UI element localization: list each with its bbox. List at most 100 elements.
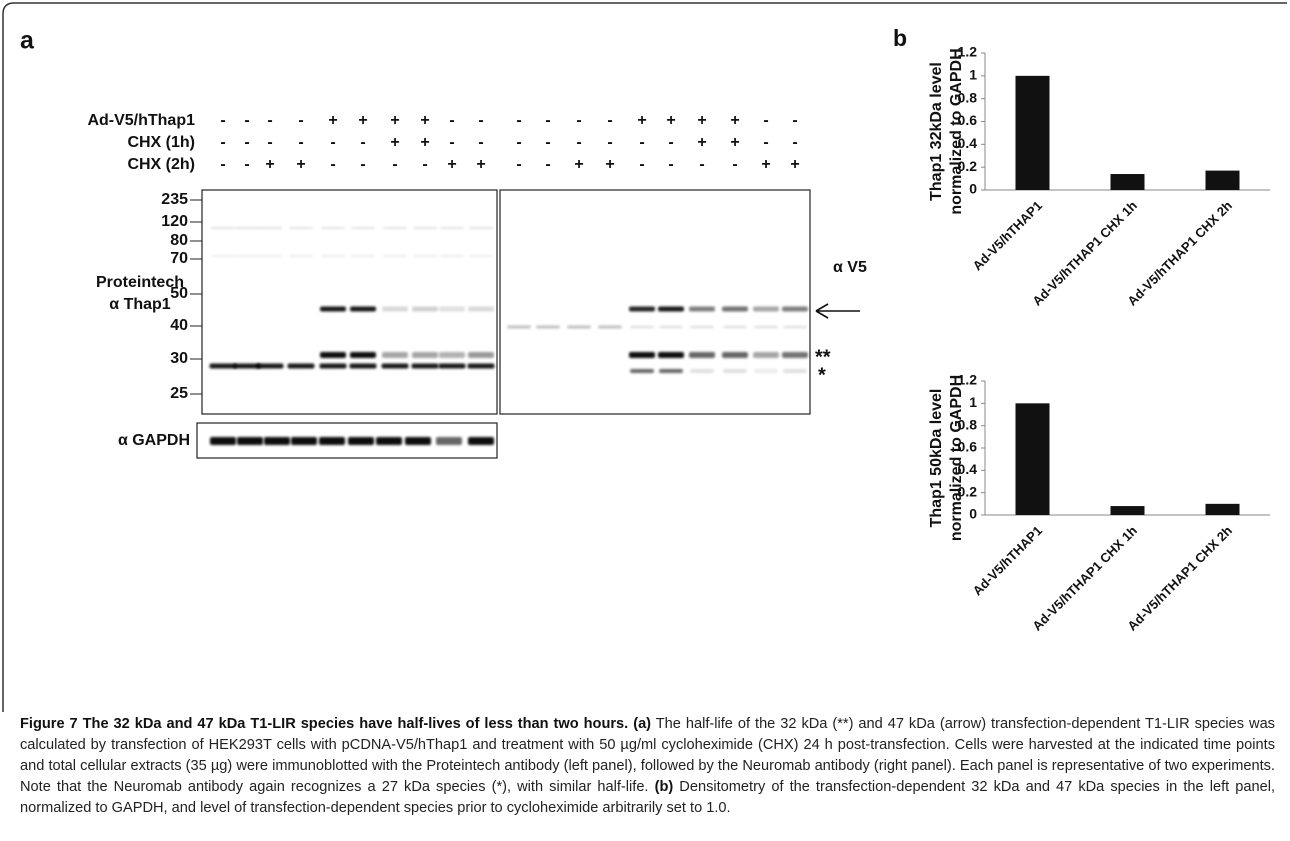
lane-sign: + [358, 112, 367, 129]
lane-sign: + [730, 134, 739, 151]
band [211, 227, 235, 229]
y-tick-label: 1.2 [958, 44, 978, 60]
band [689, 352, 715, 358]
band [405, 437, 431, 445]
band [413, 227, 437, 229]
lane-sign: - [516, 156, 521, 173]
band [235, 227, 259, 229]
lane-sign: - [763, 112, 768, 129]
band [211, 255, 235, 257]
lane-sign: - [298, 112, 303, 129]
band [439, 352, 465, 358]
lane-sign: - [422, 156, 427, 173]
lane-sign: - [267, 112, 272, 129]
lane-sign: - [516, 112, 521, 129]
band [383, 227, 407, 229]
lane-sign: - [576, 112, 581, 129]
band [383, 255, 407, 257]
lane-sign: - [360, 134, 365, 151]
marker-label: 235 [161, 191, 188, 208]
lane-sign: + [666, 112, 675, 129]
band [413, 255, 437, 257]
lane-sign: + [697, 112, 706, 129]
band [567, 326, 591, 329]
band [598, 326, 622, 329]
caption-label: (a) [633, 716, 651, 732]
bar [1111, 174, 1145, 190]
band [690, 369, 714, 373]
band [412, 307, 438, 312]
band [630, 369, 654, 373]
band [382, 307, 408, 312]
lane-sign: - [607, 134, 612, 151]
lane-sign: - [516, 134, 521, 151]
condition-label: Ad-V5/hThap1 [87, 112, 195, 129]
band [629, 307, 655, 312]
lane-sign: - [298, 134, 303, 151]
band [258, 227, 282, 229]
figure: a b Proteintech α Thap1 α V5 α GAPDH ** … [0, 0, 1290, 712]
band [289, 255, 313, 257]
x-tick-label: Ad-V5/hTHAP1 CHX 1h [1029, 198, 1140, 309]
antibody-label: α V5 [833, 259, 867, 276]
band [321, 255, 345, 257]
bar [1016, 76, 1050, 190]
band [436, 437, 462, 445]
lane-sign: + [390, 112, 399, 129]
lane-sign: + [328, 112, 337, 129]
lane-sign: + [761, 156, 770, 173]
y-axis-label: normalized to GAPDH [948, 48, 965, 214]
marker-label: 25 [170, 385, 188, 402]
lane-sign: - [639, 156, 644, 173]
lane-sign: - [576, 134, 581, 151]
x-tick-label: Ad-V5/hTHAP1 [970, 198, 1045, 273]
lane-sign: - [668, 156, 673, 173]
band [412, 352, 438, 358]
band [468, 364, 495, 369]
y-tick-label: 0.6 [958, 439, 978, 455]
band [754, 369, 778, 373]
lane-sign: - [545, 112, 550, 129]
lane-sign: + [420, 134, 429, 151]
lane-sign: - [220, 112, 225, 129]
marker-label: 80 [170, 232, 188, 249]
band [382, 352, 408, 358]
lane-sign: + [697, 134, 706, 151]
bar [1016, 403, 1050, 515]
band [507, 326, 531, 329]
bar [1206, 504, 1240, 515]
band [659, 369, 683, 373]
arrow [816, 304, 860, 318]
y-tick-label: 0.2 [958, 483, 978, 499]
lane-sign: - [668, 134, 673, 151]
x-tick-label: Ad-V5/hTHAP1 CHX 1h [1029, 523, 1140, 634]
y-tick-label: 0.4 [958, 135, 978, 151]
caption: Figure 7 The 32 kDa and 47 kDa T1-LIR sp… [20, 714, 1275, 819]
lane-sign: - [220, 156, 225, 173]
lane-sign: - [763, 134, 768, 151]
blot [197, 190, 810, 458]
panel-label: a [20, 27, 35, 55]
band [783, 369, 807, 373]
marker-label: 30 [170, 350, 188, 367]
band [783, 326, 807, 328]
lane-sign: - [330, 156, 335, 173]
lane-sign: + [730, 112, 739, 129]
lane-sign: - [699, 156, 704, 173]
band [264, 437, 290, 445]
y-tick-label: 0 [969, 506, 977, 522]
band [753, 307, 779, 312]
band [258, 255, 282, 257]
band [439, 307, 465, 312]
antibody-label: α Thap1 [109, 296, 171, 313]
condition-label: CHX (2h) [127, 156, 195, 173]
band [350, 364, 377, 369]
lane-sign: - [244, 156, 249, 173]
band [320, 307, 346, 312]
band [468, 437, 494, 445]
y-tick-label: 0.2 [958, 158, 978, 174]
lane-sign: - [244, 134, 249, 151]
lane-sign: + [265, 156, 274, 173]
bar [1206, 171, 1240, 190]
y-axis-label: Thap1 50kDa level [928, 389, 945, 528]
